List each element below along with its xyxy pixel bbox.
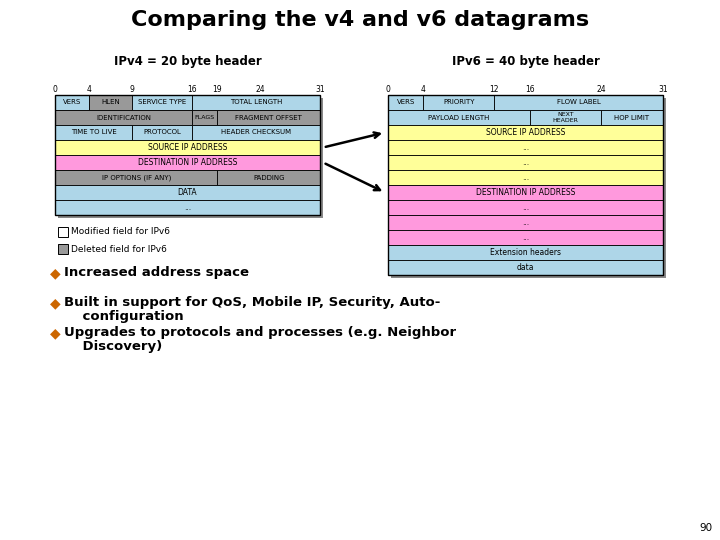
Bar <box>55 170 217 185</box>
Text: ...: ... <box>522 173 529 182</box>
Text: 16: 16 <box>525 85 535 94</box>
Bar <box>55 110 192 125</box>
Text: TIME TO LIVE: TIME TO LIVE <box>71 130 117 136</box>
Text: 24: 24 <box>256 85 265 94</box>
Bar <box>58 98 323 218</box>
Bar <box>388 95 663 275</box>
Bar <box>388 185 663 200</box>
Text: HLEN: HLEN <box>102 99 120 105</box>
Text: 0: 0 <box>53 85 58 94</box>
Text: 90: 90 <box>699 523 712 533</box>
Bar <box>192 125 320 140</box>
Bar <box>55 95 320 215</box>
Text: ...: ... <box>522 143 529 152</box>
Text: Increased address space: Increased address space <box>64 266 249 279</box>
Bar <box>388 110 530 125</box>
Text: ◆: ◆ <box>50 266 60 280</box>
Text: IP OPTIONS (IF ANY): IP OPTIONS (IF ANY) <box>102 174 171 181</box>
Text: ...: ... <box>522 233 529 242</box>
Text: configuration: configuration <box>64 310 184 323</box>
Bar <box>391 98 666 278</box>
Bar <box>388 260 663 275</box>
Text: ◆: ◆ <box>50 296 60 310</box>
Text: Discovery): Discovery) <box>64 340 162 353</box>
Text: 24: 24 <box>596 85 606 94</box>
Text: Comparing the v4 and v6 datagrams: Comparing the v4 and v6 datagrams <box>131 10 589 30</box>
Text: 9: 9 <box>130 85 135 94</box>
Text: TOTAL LENGTH: TOTAL LENGTH <box>230 99 282 105</box>
Bar <box>55 155 320 170</box>
Text: 4: 4 <box>86 85 91 94</box>
Text: SOURCE IP ADDRESS: SOURCE IP ADDRESS <box>486 128 565 137</box>
Text: 16: 16 <box>187 85 197 94</box>
Text: 31: 31 <box>315 85 325 94</box>
Text: FRAGMENT OFFSET: FRAGMENT OFFSET <box>235 114 302 120</box>
Bar <box>423 95 495 110</box>
Text: VERS: VERS <box>397 99 415 105</box>
Bar <box>58 244 68 254</box>
Bar <box>388 200 663 215</box>
Text: DESTINATION IP ADDRESS: DESTINATION IP ADDRESS <box>476 188 575 197</box>
Bar <box>530 110 601 125</box>
Bar <box>55 140 320 155</box>
Text: SERVICE TYPE: SERVICE TYPE <box>138 99 186 105</box>
Text: HEADER CHECKSUM: HEADER CHECKSUM <box>221 130 291 136</box>
Text: PROTOCOL: PROTOCOL <box>143 130 181 136</box>
Text: PAYLOAD LENGTH: PAYLOAD LENGTH <box>428 114 490 120</box>
Bar <box>89 95 132 110</box>
Text: ...: ... <box>522 203 529 212</box>
Text: NEXT
HEADER: NEXT HEADER <box>552 112 578 123</box>
Text: PRIORITY: PRIORITY <box>444 99 474 105</box>
Text: ...: ... <box>522 218 529 227</box>
Text: HOP LIMIT: HOP LIMIT <box>614 114 649 120</box>
Text: 0: 0 <box>386 85 390 94</box>
Text: DATA: DATA <box>178 188 197 197</box>
Text: VERS: VERS <box>63 99 81 105</box>
Text: SOURCE IP ADDRESS: SOURCE IP ADDRESS <box>148 143 228 152</box>
Text: PADDING: PADDING <box>253 174 284 180</box>
Text: ...: ... <box>184 203 191 212</box>
Bar <box>388 215 663 230</box>
Text: 12: 12 <box>490 85 499 94</box>
Bar <box>388 155 663 170</box>
Bar <box>55 125 132 140</box>
Bar <box>388 245 663 260</box>
Bar <box>192 95 320 110</box>
Bar <box>388 230 663 245</box>
Text: IPv4 = 20 byte header: IPv4 = 20 byte header <box>114 56 261 69</box>
Bar <box>217 110 320 125</box>
Bar <box>217 170 320 185</box>
Text: IDENTIFICATION: IDENTIFICATION <box>96 114 151 120</box>
Bar <box>58 227 68 237</box>
Text: 19: 19 <box>212 85 222 94</box>
Text: data: data <box>517 263 534 272</box>
Text: 4: 4 <box>421 85 426 94</box>
Text: ...: ... <box>522 158 529 167</box>
Text: 31: 31 <box>658 85 668 94</box>
Bar <box>55 185 320 200</box>
Text: ◆: ◆ <box>50 326 60 340</box>
Bar <box>132 95 192 110</box>
Text: FLOW LABEL: FLOW LABEL <box>557 99 600 105</box>
Text: Built in support for QoS, Mobile IP, Security, Auto-: Built in support for QoS, Mobile IP, Sec… <box>64 296 441 309</box>
Bar <box>55 200 320 215</box>
Text: DESTINATION IP ADDRESS: DESTINATION IP ADDRESS <box>138 158 237 167</box>
Bar <box>55 95 89 110</box>
Bar <box>388 170 663 185</box>
Text: Upgrades to protocols and processes (e.g. Neighbor: Upgrades to protocols and processes (e.g… <box>64 326 456 339</box>
Bar <box>388 140 663 155</box>
Bar <box>132 125 192 140</box>
Bar <box>388 95 423 110</box>
Bar <box>388 125 663 140</box>
Bar <box>601 110 663 125</box>
Text: Modified field for IPv6: Modified field for IPv6 <box>71 227 170 237</box>
Text: IPv6 = 40 byte header: IPv6 = 40 byte header <box>451 56 600 69</box>
Bar <box>495 95 663 110</box>
Bar <box>192 110 217 125</box>
Text: Extension headers: Extension headers <box>490 248 561 257</box>
Text: FLAGS: FLAGS <box>194 115 215 120</box>
Text: Deleted field for IPv6: Deleted field for IPv6 <box>71 245 167 253</box>
